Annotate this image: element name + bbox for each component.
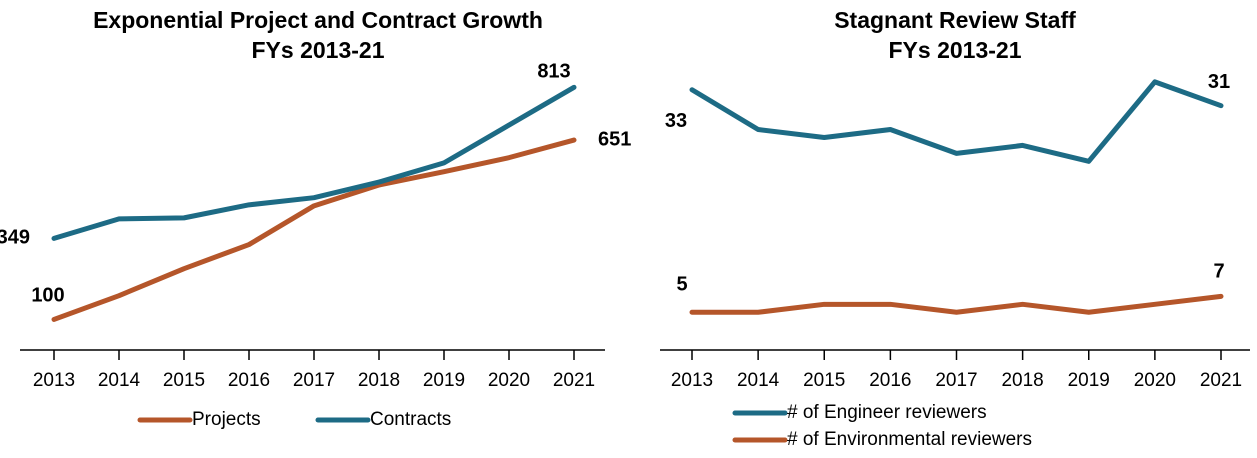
series-line <box>689 79 1224 164</box>
data-label: 33 <box>665 110 687 132</box>
x-tick-label: 2013 <box>33 370 75 391</box>
x-tick-label: 2018 <box>1001 370 1043 391</box>
x-tick-label: 2020 <box>488 370 530 391</box>
x-tick-label: 2017 <box>935 370 977 391</box>
data-label: 100 <box>31 285 64 307</box>
x-tick-label: 2014 <box>737 370 780 391</box>
chart-subtitle: FYs 2013-21 <box>252 37 385 63</box>
chart-title: Exponential Project and Contract Growth <box>93 7 543 33</box>
series-line <box>51 84 577 241</box>
x-tick-label: 2018 <box>358 370 400 391</box>
series-line <box>51 137 577 322</box>
x-tick-label: 2020 <box>1134 370 1176 391</box>
data-label: 813 <box>537 61 570 83</box>
legend-label: Contracts <box>370 409 451 430</box>
legend-label: Projects <box>192 409 261 430</box>
x-tick-label: 2021 <box>1200 370 1242 391</box>
x-tick-label: 2019 <box>1068 370 1110 391</box>
legend-label: # of Environmental reviewers <box>787 429 1032 450</box>
data-label: 5 <box>676 274 687 296</box>
x-tick-label: 2014 <box>98 370 141 391</box>
x-tick-label: 2013 <box>671 370 713 391</box>
chart-subtitle: FYs 2013-21 <box>889 37 1022 63</box>
data-label: 349 <box>0 227 30 249</box>
chart-title: Stagnant Review Staff <box>834 7 1076 33</box>
x-tick-label: 2016 <box>869 370 911 391</box>
x-tick-label: 2017 <box>293 370 335 391</box>
legend-label: # of Engineer reviewers <box>787 402 987 423</box>
x-tick-label: 2016 <box>228 370 270 391</box>
x-tick-label: 2015 <box>163 370 205 391</box>
x-tick-label: 2019 <box>423 370 465 391</box>
x-tick-label: 2015 <box>803 370 845 391</box>
x-tick-label: 2021 <box>553 370 595 391</box>
series-line <box>689 293 1224 315</box>
data-label: 651 <box>598 128 631 150</box>
data-label: 7 <box>1213 261 1224 283</box>
data-label: 31 <box>1208 71 1230 93</box>
